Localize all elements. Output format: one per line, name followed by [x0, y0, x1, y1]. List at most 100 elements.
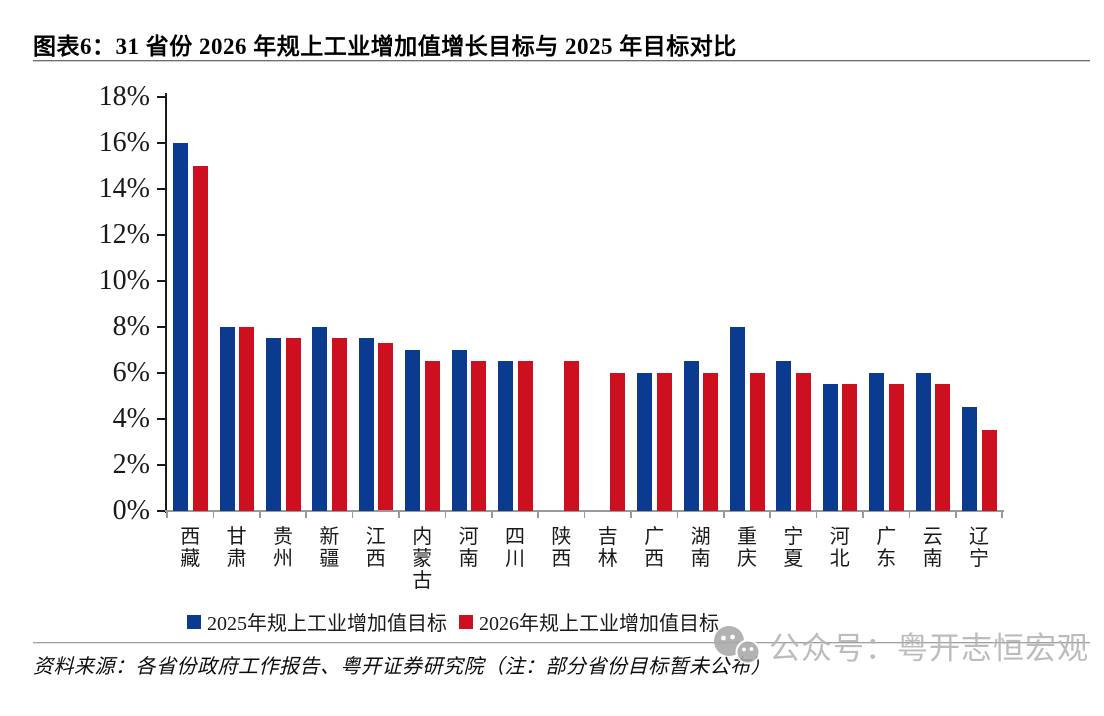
bar-2026-内蒙古 [424, 361, 440, 511]
x-category-label-云南: 云 南 [922, 525, 943, 570]
x-category-label-重庆: 重 庆 [736, 525, 757, 570]
bar-2026-吉林 [610, 372, 626, 511]
source-note: 资料来源：各省份政府工作报告、粤开证券研究院（注：部分省份目标暂未公布） [33, 656, 771, 678]
x-category-label-湖南: 湖 南 [690, 525, 711, 570]
bar-2026-西藏 [192, 165, 208, 511]
bar-2025-河南 [451, 349, 467, 511]
y-tick [157, 509, 165, 512]
x-tick [722, 511, 725, 518]
y-tick [157, 325, 165, 328]
x-tick [305, 511, 308, 518]
bar-2025-宁夏 [776, 361, 792, 511]
bar-2025-云南 [915, 372, 931, 511]
x-category-label-陕西: 陕 西 [551, 525, 572, 570]
x-category-label-河北: 河 北 [829, 525, 850, 570]
x-tick [351, 511, 354, 518]
bar-2026-云南 [935, 384, 951, 511]
legend-item-2025: 2025年规上工业增加值目标 [187, 607, 447, 636]
x-tick [583, 511, 586, 518]
y-tick [157, 141, 165, 144]
y-tick-label: 4% [112, 402, 150, 434]
x-category-label-广西: 广 西 [644, 525, 665, 570]
y-tick [157, 95, 165, 98]
bar-2026-广西 [656, 372, 672, 511]
y-tick [157, 463, 165, 466]
bar-2025-江西 [358, 338, 374, 511]
figure-title: 图表6：31 省份 2026 年规上工业增加值增长目标与 2025 年目标对比 [33, 34, 737, 59]
x-category-label-甘肃: 甘 肃 [226, 525, 247, 570]
bar-2025-广东 [869, 372, 885, 511]
y-tick-label: 14% [98, 172, 150, 204]
x-category-label-吉林: 吉 林 [597, 525, 618, 570]
bar-2025-甘肃 [219, 326, 235, 511]
bar-2025-湖南 [683, 361, 699, 511]
bar-2025-重庆 [730, 326, 745, 511]
x-axis-line [164, 509, 1004, 512]
y-tick [157, 279, 165, 282]
legend-swatch-red [459, 614, 473, 629]
x-tick [862, 511, 864, 518]
x-tick [815, 511, 818, 518]
y-tick [157, 233, 165, 236]
y-tick-label: 8% [112, 310, 150, 342]
x-category-label-宁夏: 宁 夏 [783, 525, 804, 570]
x-category-label-西藏: 西 藏 [180, 525, 201, 570]
wechat-icon [714, 625, 761, 664]
bar-2026-贵州 [285, 338, 301, 511]
x-tick [166, 511, 168, 518]
title-underline [33, 60, 1090, 62]
y-tick-label: 12% [98, 218, 150, 250]
x-category-label-内蒙古: 内 蒙 古 [412, 525, 433, 592]
y-tick-label: 10% [98, 264, 150, 296]
watermark-text: 公众号：粤开志恒宏观 [769, 631, 1089, 666]
y-tick [157, 187, 165, 190]
bar-2025-内蒙古 [405, 349, 421, 511]
x-tick [1001, 511, 1004, 518]
legend-swatch-blue [187, 614, 201, 629]
bar-2025-新疆 [312, 326, 328, 511]
bar-2025-河北 [822, 384, 838, 511]
x-tick [630, 511, 632, 518]
bar-2025-贵州 [266, 338, 281, 511]
bar-2026-重庆 [749, 372, 765, 511]
y-tick-label: 0% [112, 494, 150, 526]
x-tick [676, 511, 679, 518]
bar-2026-陕西 [563, 361, 579, 511]
bar-2026-广东 [888, 384, 904, 511]
x-category-label-河南: 河 南 [458, 525, 479, 570]
bar-2026-河北 [842, 384, 858, 511]
y-tick-label: 16% [98, 126, 150, 158]
chart-legend: 2025年规上工业增加值目标 2026年规上工业增加值目标 [0, 604, 1104, 636]
x-tick [537, 511, 540, 518]
x-category-label-辽宁: 辽 宁 [968, 525, 989, 570]
x-category-label-广东: 广 东 [876, 525, 897, 570]
x-tick [398, 511, 400, 518]
x-category-label-四川: 四 川 [504, 525, 525, 570]
y-tick [157, 417, 165, 420]
x-tick [490, 511, 493, 518]
bar-2026-湖南 [703, 372, 719, 511]
x-tick [212, 511, 215, 518]
bar-2025-广西 [637, 372, 653, 511]
legend-label-2026: 2026年规上工业增加值目标 [479, 613, 719, 635]
x-tick [954, 511, 957, 518]
bar-2026-江西 [378, 342, 394, 511]
y-axis-line [164, 92, 167, 513]
x-category-label-贵州: 贵 州 [272, 525, 293, 570]
bar-2026-河南 [471, 361, 487, 511]
bar-2026-辽宁 [981, 430, 997, 511]
legend-item-2026: 2026年规上工业增加值目标 [459, 607, 719, 636]
x-category-label-江西: 江 西 [365, 525, 386, 570]
y-tick-label: 6% [112, 356, 150, 388]
bar-2025-辽宁 [962, 407, 977, 511]
x-category-label-新疆: 新 疆 [319, 525, 340, 570]
y-tick [157, 371, 165, 374]
bar-2026-宁夏 [795, 372, 811, 511]
x-tick [444, 511, 447, 518]
y-tick-label: 18% [98, 80, 150, 112]
bar-2025-西藏 [173, 142, 189, 511]
legend-label-2025: 2025年规上工业增加值目标 [207, 613, 447, 635]
x-tick [769, 511, 772, 518]
bar-2026-四川 [517, 361, 533, 511]
